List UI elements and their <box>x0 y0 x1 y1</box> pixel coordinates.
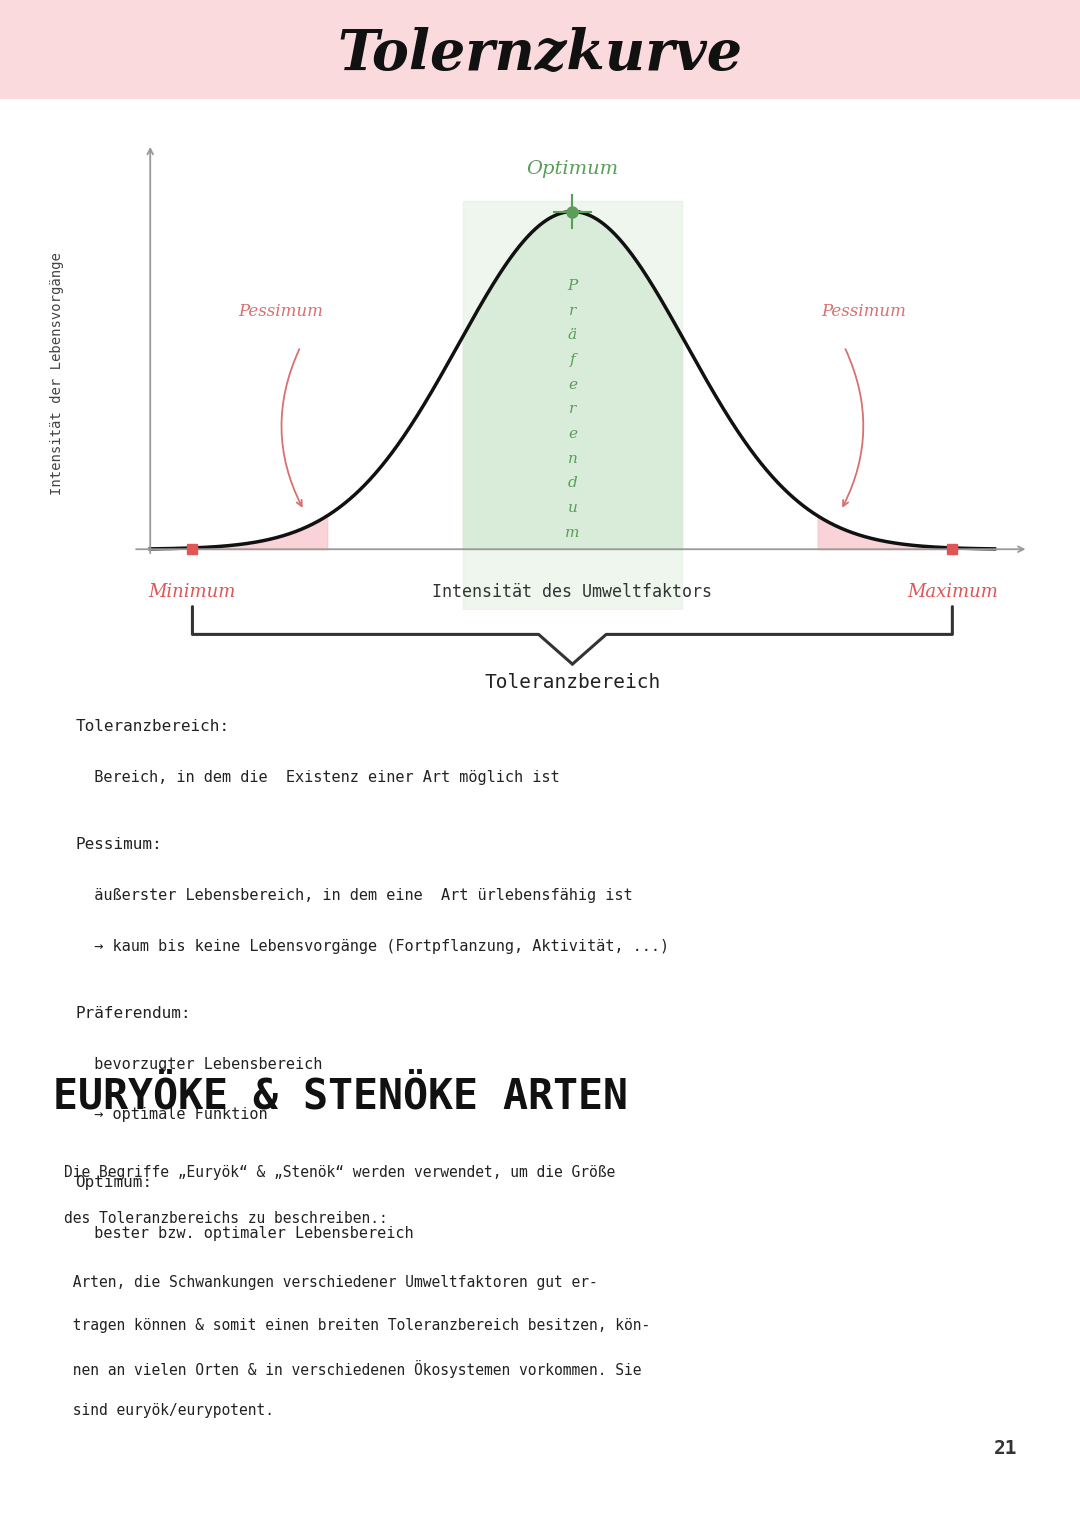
Text: ä: ä <box>568 328 577 343</box>
Text: e: e <box>568 427 577 441</box>
Text: u: u <box>567 500 578 515</box>
Text: Pessimum:: Pessimum: <box>76 837 162 852</box>
Text: des Toleranzbereichs zu beschreiben.:: des Toleranzbereichs zu beschreiben.: <box>64 1211 388 1226</box>
Text: d: d <box>567 476 578 490</box>
Text: Tolernzkurve: Tolernzkurve <box>337 27 743 82</box>
Text: e: e <box>568 378 577 392</box>
Text: Bereich, in dem die  Existenz einer Art möglich ist: Bereich, in dem die Existenz einer Art m… <box>76 770 559 785</box>
Text: Arten, die Schwankungen verschiedener Umweltfaktoren gut er-: Arten, die Schwankungen verschiedener Um… <box>64 1275 597 1290</box>
Text: Minimum: Minimum <box>149 583 237 601</box>
Text: m: m <box>565 526 580 540</box>
Text: bevorzugter Lebensbereich: bevorzugter Lebensbereich <box>76 1057 322 1072</box>
Text: Präferendum:: Präferendum: <box>76 1006 191 1020</box>
Text: P: P <box>567 279 578 293</box>
Text: r: r <box>569 403 576 416</box>
Text: → kaum bis keine Lebensvorgänge (Fortpflanzung, Aktivität, ...): → kaum bis keine Lebensvorgänge (Fortpfl… <box>76 939 669 953</box>
Text: Pessimum: Pessimum <box>821 302 906 320</box>
Text: Pessimum: Pessimum <box>239 302 324 320</box>
Text: Maximum: Maximum <box>907 583 998 601</box>
Text: äußerster Lebensbereich, in dem eine  Art ürlebensfähig ist: äußerster Lebensbereich, in dem eine Art… <box>76 888 632 903</box>
Text: Toleranzbereich: Toleranzbereich <box>484 673 661 692</box>
Text: f: f <box>569 352 576 368</box>
Text: Intensität der Lebensvorgänge: Intensität der Lebensvorgänge <box>51 252 65 496</box>
Text: Optimum: Optimum <box>526 160 619 178</box>
Text: r: r <box>569 303 576 317</box>
Text: Optimum:: Optimum: <box>76 1174 152 1190</box>
Text: 21: 21 <box>994 1440 1017 1458</box>
Text: tragen können & somit einen breiten Toleranzbereich besitzen, kön-: tragen können & somit einen breiten Tole… <box>64 1318 650 1333</box>
Text: n: n <box>567 451 578 465</box>
Text: bester bzw. optimaler Lebensbereich: bester bzw. optimaler Lebensbereich <box>76 1226 414 1240</box>
Text: Intensität des Umweltfaktors: Intensität des Umweltfaktors <box>432 583 713 601</box>
Text: → optimale Funktion: → optimale Funktion <box>76 1107 267 1122</box>
Text: sind euryök/eurypotent.: sind euryök/eurypotent. <box>64 1403 274 1418</box>
Bar <box>462 201 683 610</box>
Text: nen an vielen Orten & in verschiedenen Ökosystemen vorkommen. Sie: nen an vielen Orten & in verschiedenen Ö… <box>64 1360 642 1379</box>
Text: EURYÖKE & STENÖKE ARTEN: EURYÖKE & STENÖKE ARTEN <box>53 1077 629 1119</box>
Text: Die Begriffe „Euryök“ & „Stenök“ werden verwendet, um die Größe: Die Begriffe „Euryök“ & „Stenök“ werden … <box>64 1165 616 1180</box>
Text: Toleranzbereich:: Toleranzbereich: <box>76 718 230 734</box>
